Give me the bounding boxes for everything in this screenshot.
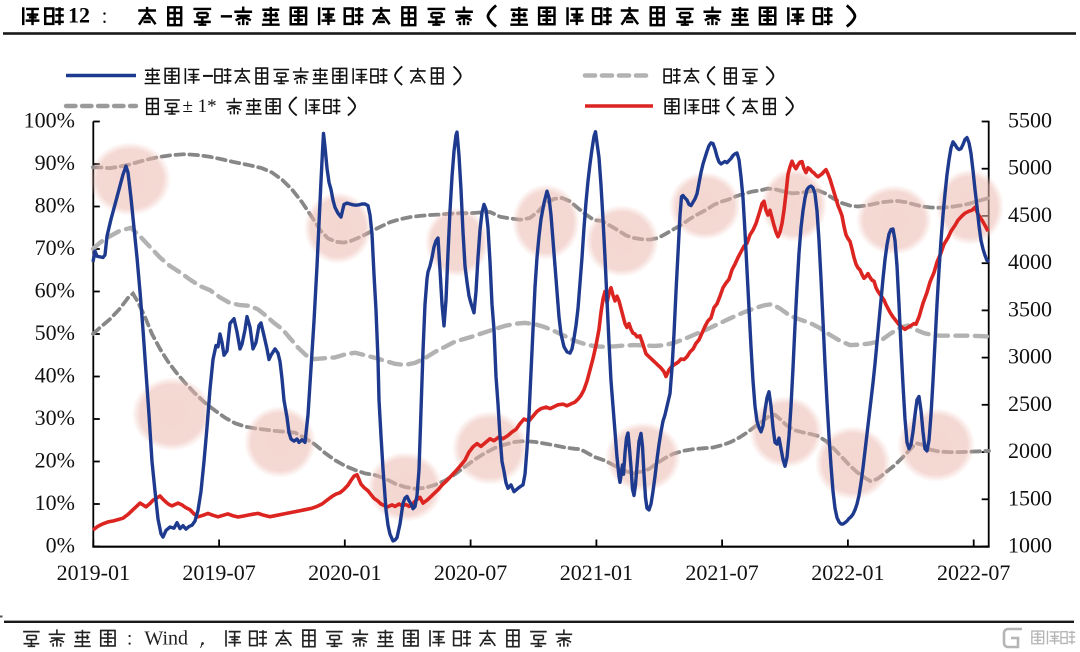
svg-text:70%: 70% — [35, 235, 75, 260]
svg-text:Wind: Wind — [144, 627, 188, 649]
svg-text:12: 12 — [68, 3, 90, 28]
svg-text:5500: 5500 — [1008, 108, 1052, 133]
svg-text:50%: 50% — [35, 320, 75, 345]
svg-text:2021-07: 2021-07 — [685, 560, 758, 585]
svg-text:0%: 0% — [46, 533, 75, 558]
svg-text:100%: 100% — [24, 108, 75, 133]
svg-text:2020-01: 2020-01 — [308, 560, 381, 585]
svg-text:3500: 3500 — [1008, 296, 1052, 321]
svg-text:4000: 4000 — [1008, 249, 1052, 274]
svg-text:2022-01: 2022-01 — [811, 560, 884, 585]
svg-text:2021-01: 2021-01 — [560, 560, 633, 585]
svg-text:2019-07: 2019-07 — [182, 560, 255, 585]
svg-text:90%: 90% — [35, 150, 75, 175]
svg-text:2022-07: 2022-07 — [937, 560, 1010, 585]
svg-text:60%: 60% — [35, 278, 75, 303]
svg-text:2020-07: 2020-07 — [434, 560, 507, 585]
svg-text:2019-01: 2019-01 — [57, 560, 130, 585]
svg-text:80%: 80% — [35, 193, 75, 218]
svg-text:2500: 2500 — [1008, 391, 1052, 416]
svg-text:30%: 30% — [35, 405, 75, 430]
svg-text:1500: 1500 — [1008, 485, 1052, 510]
svg-text:20%: 20% — [35, 448, 75, 473]
svg-text:2000: 2000 — [1008, 438, 1052, 463]
svg-text:10%: 10% — [35, 490, 75, 515]
svg-text:3000: 3000 — [1008, 344, 1052, 369]
svg-text:± 1*: ± 1* — [183, 96, 217, 117]
svg-text:4500: 4500 — [1008, 202, 1052, 227]
svg-text:40%: 40% — [35, 363, 75, 388]
svg-text:5000: 5000 — [1008, 155, 1052, 180]
svg-text:1000: 1000 — [1008, 533, 1052, 558]
